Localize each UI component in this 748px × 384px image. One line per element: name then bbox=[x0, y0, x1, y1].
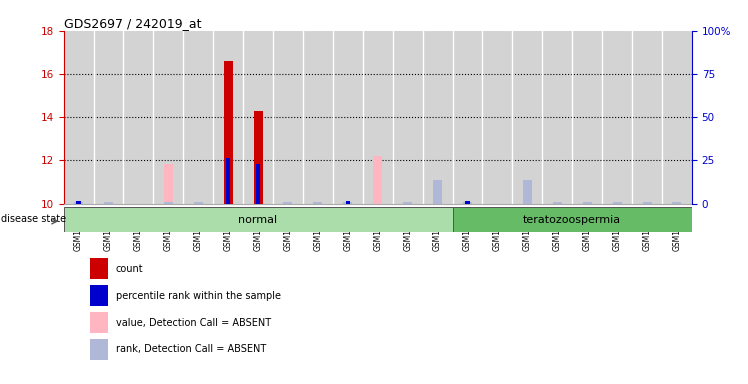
Bar bbox=[224, 61, 233, 204]
Text: value, Detection Call = ABSENT: value, Detection Call = ABSENT bbox=[116, 318, 271, 328]
Text: disease state: disease state bbox=[1, 214, 67, 223]
Bar bbox=[183, 31, 213, 204]
Bar bbox=[104, 202, 113, 204]
Bar bbox=[553, 202, 562, 204]
Bar bbox=[482, 31, 512, 204]
Bar bbox=[194, 202, 203, 204]
Bar bbox=[453, 31, 482, 204]
Bar bbox=[346, 201, 350, 204]
Bar bbox=[94, 31, 123, 204]
Bar bbox=[433, 195, 442, 204]
Bar bbox=[512, 31, 542, 204]
Bar bbox=[465, 201, 470, 204]
Text: teratozoospermia: teratozoospermia bbox=[523, 215, 622, 225]
Bar bbox=[423, 31, 453, 204]
Bar bbox=[343, 202, 352, 204]
Bar bbox=[393, 31, 423, 204]
Bar bbox=[662, 31, 692, 204]
Bar bbox=[303, 31, 333, 204]
Bar bbox=[453, 207, 692, 232]
Bar bbox=[613, 202, 622, 204]
Bar bbox=[542, 31, 572, 204]
Bar bbox=[632, 31, 662, 204]
Bar bbox=[64, 207, 453, 232]
Bar bbox=[123, 31, 153, 204]
Bar bbox=[583, 202, 592, 204]
Bar bbox=[273, 31, 303, 204]
Bar bbox=[672, 202, 681, 204]
Text: rank, Detection Call = ABSENT: rank, Detection Call = ABSENT bbox=[116, 344, 266, 354]
Bar bbox=[164, 164, 173, 204]
Bar bbox=[64, 31, 94, 204]
Bar bbox=[523, 196, 532, 204]
Bar bbox=[153, 31, 183, 204]
Text: normal: normal bbox=[239, 215, 278, 225]
Bar bbox=[403, 202, 412, 204]
Bar bbox=[433, 180, 442, 204]
Bar bbox=[213, 31, 243, 204]
Bar bbox=[313, 202, 322, 204]
Bar bbox=[256, 164, 260, 204]
Bar bbox=[643, 202, 652, 204]
Bar bbox=[602, 31, 632, 204]
Bar bbox=[226, 158, 230, 204]
Bar bbox=[76, 201, 81, 204]
Text: percentile rank within the sample: percentile rank within the sample bbox=[116, 291, 281, 301]
Bar bbox=[373, 156, 382, 204]
Bar bbox=[523, 180, 532, 204]
Bar bbox=[363, 31, 393, 204]
Text: count: count bbox=[116, 264, 144, 274]
Bar bbox=[283, 202, 292, 204]
Bar bbox=[254, 111, 263, 204]
Bar bbox=[243, 31, 273, 204]
Text: GDS2697 / 242019_at: GDS2697 / 242019_at bbox=[64, 17, 201, 30]
Bar bbox=[164, 202, 173, 204]
Bar bbox=[572, 31, 602, 204]
Bar bbox=[74, 202, 83, 204]
Bar bbox=[463, 202, 472, 204]
Bar bbox=[333, 31, 363, 204]
